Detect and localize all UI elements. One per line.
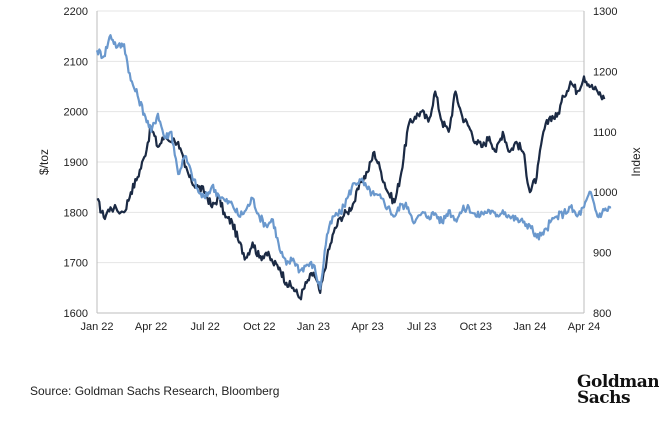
y2-tick-label: 1100 [593,127,617,139]
x-tick-label: Jan 23 [297,321,330,333]
y2-tick-label: 1000 [593,187,617,199]
x-tick-label: Jul 23 [407,321,436,333]
x-tick-label: Apr 24 [568,321,600,333]
y-tick-label: 2000 [64,107,88,119]
y2-tick-label: 800 [593,308,611,320]
x-tick-label: Jul 22 [191,321,220,333]
y2-tick-label: 900 [593,248,611,260]
y-tick-label: 1600 [64,308,88,320]
brand-logo-line1: Goldman [577,372,659,392]
series-line-1 [96,75,606,301]
brand-logo-line2: Sachs [577,388,631,408]
x-tick-label: Jan 24 [513,321,546,333]
series-line-2 [95,34,612,290]
y-tick-label: 1800 [64,207,88,219]
x-tick-label: Oct 22 [243,321,275,333]
y-tick-label: 2100 [64,56,88,68]
y2-axis-title: Index [629,147,643,176]
x-tick-label: Apr 22 [135,321,167,333]
x-tick-label: Apr 23 [351,321,383,333]
x-tick-label: Oct 23 [460,321,492,333]
y2-tick-label: 1300 [593,6,617,18]
x-tick-label: Jan 22 [80,321,113,333]
y-tick-label: 1900 [64,157,88,169]
brand-logo: Goldman Sachs [577,372,659,408]
y2-tick-label: 1200 [593,66,617,78]
y-tick-label: 1700 [64,258,88,270]
y-axis-title: $/toz [37,149,51,175]
source-note: Source: Goldman Sachs Research, Bloomber… [30,384,280,398]
y-tick-label: 2200 [64,6,88,18]
